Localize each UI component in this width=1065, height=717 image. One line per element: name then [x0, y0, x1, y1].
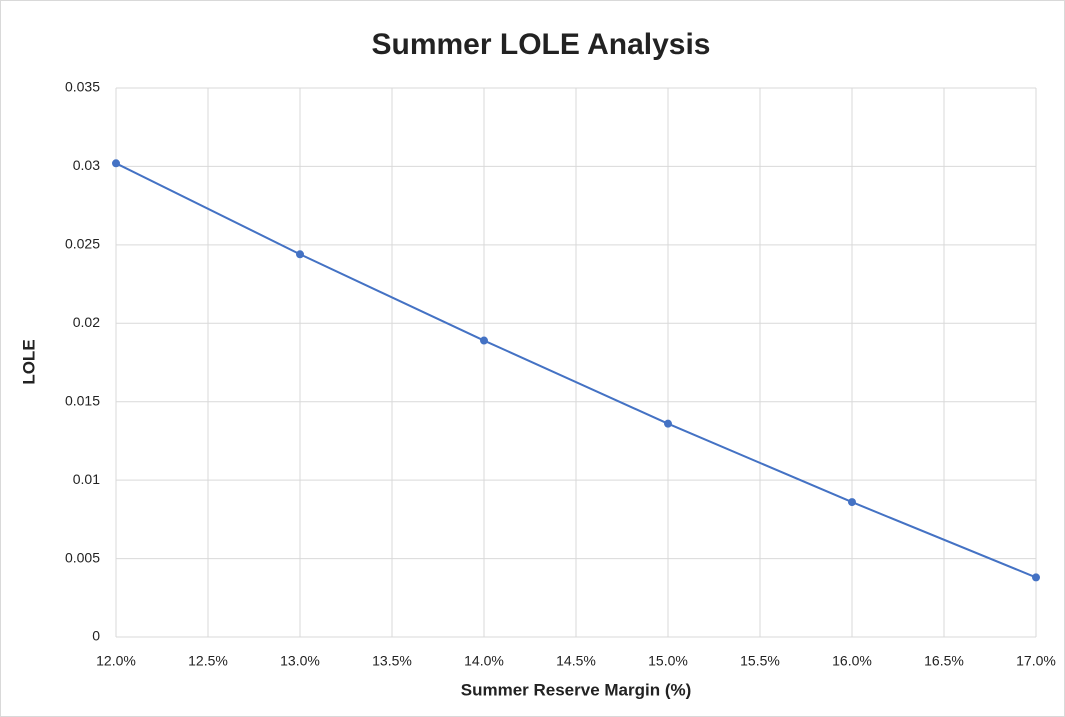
- x-tick-label: 13.5%: [372, 653, 412, 669]
- x-tick-label: 15.5%: [740, 653, 780, 669]
- data-point: [480, 336, 488, 345]
- data-point: [296, 250, 304, 259]
- x-tick-label: 17.0%: [1016, 653, 1056, 669]
- y-tick-label: 0.03: [73, 157, 100, 173]
- y-tick-label: 0.01: [73, 471, 100, 487]
- y-tick-label: 0.035: [65, 79, 100, 95]
- y-tick-label: 0: [92, 628, 100, 644]
- data-point: [664, 419, 672, 428]
- x-tick-label: 13.0%: [280, 653, 320, 669]
- y-axis-title: LOLE: [19, 339, 38, 384]
- y-tick-label: 0.015: [65, 392, 100, 408]
- x-axis-title: Summer Reserve Margin (%): [461, 680, 692, 699]
- x-tick-label: 14.5%: [556, 653, 596, 669]
- x-tick-label: 14.0%: [464, 653, 504, 669]
- y-tick-label: 0.005: [65, 549, 100, 565]
- x-tick-label: 12.0%: [96, 653, 136, 669]
- y-tick-label: 0.02: [73, 314, 100, 330]
- x-tick-label: 16.0%: [832, 653, 872, 669]
- chart-title: Summer LOLE Analysis: [372, 28, 711, 61]
- x-tick-label: 16.5%: [924, 653, 964, 669]
- data-point: [112, 159, 120, 168]
- series-line: [115, 162, 1037, 579]
- x-tick-label: 12.5%: [188, 653, 228, 669]
- data-point: [848, 498, 856, 507]
- data-point: [1032, 573, 1040, 582]
- y-tick-label: 0.025: [65, 236, 100, 252]
- x-tick-label: 15.0%: [648, 653, 688, 669]
